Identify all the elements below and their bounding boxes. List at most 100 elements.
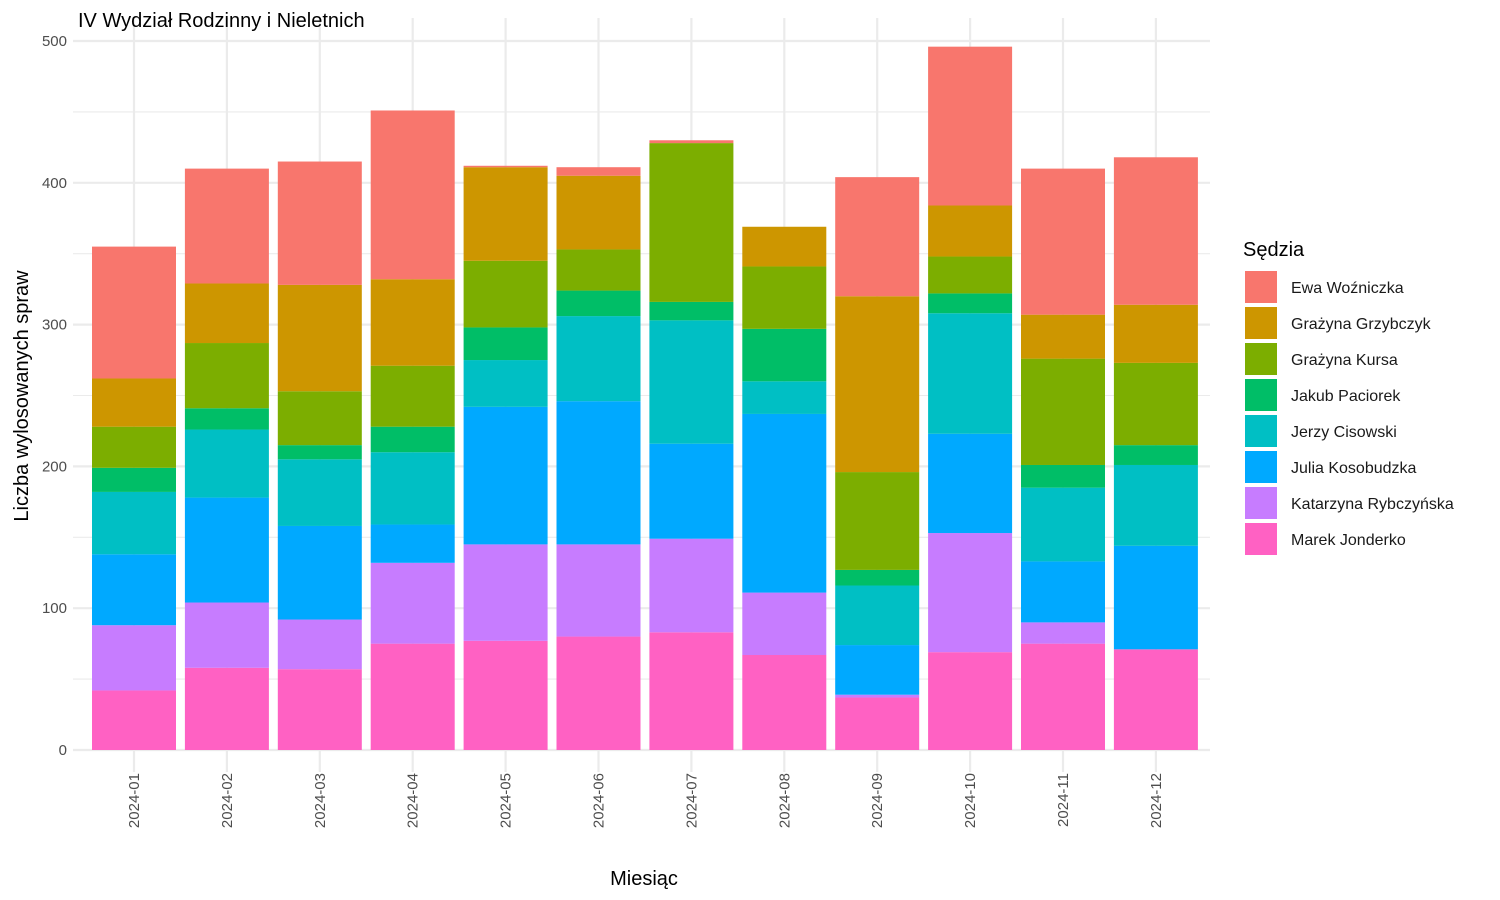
bar-segment xyxy=(184,168,269,284)
bar-segment xyxy=(556,316,641,402)
bar-segment xyxy=(370,426,455,453)
bar-segment xyxy=(742,266,827,329)
bar-segment xyxy=(463,167,548,261)
bar-segment xyxy=(649,140,734,144)
x-tick-label: 2024-12 xyxy=(1148,773,1165,828)
bar-segment xyxy=(184,667,269,750)
bar-segment xyxy=(928,533,1013,653)
bar-segment xyxy=(463,327,548,361)
legend-label: Katarzyna Rybczyńska xyxy=(1291,496,1454,513)
bar-segment xyxy=(742,413,827,593)
bar-segment xyxy=(556,175,641,250)
bar-segment xyxy=(370,365,455,427)
bar-segment xyxy=(742,328,827,382)
bar-segment xyxy=(184,497,269,603)
legend-title: Sędzia xyxy=(1243,239,1305,261)
bar-segment xyxy=(742,592,827,655)
bar-segment xyxy=(92,246,176,379)
bar-segment xyxy=(370,110,455,280)
legend-swatch xyxy=(1245,523,1277,555)
bar-segment xyxy=(184,408,269,430)
legend-swatch xyxy=(1245,343,1277,375)
bar-segment xyxy=(184,343,269,409)
bar-segment xyxy=(1021,487,1105,562)
bar-segment xyxy=(1021,314,1105,359)
bar-segment xyxy=(92,625,176,691)
bar-segment xyxy=(928,256,1013,294)
bar-segment xyxy=(556,636,641,750)
bar-segment xyxy=(463,544,548,641)
bar-segment xyxy=(370,562,455,644)
bar-segment xyxy=(556,167,641,176)
legend-swatch xyxy=(1245,379,1277,411)
x-tick-label: 2024-05 xyxy=(498,773,515,828)
x-tick-label: 2024-01 xyxy=(126,773,143,828)
bar-segment xyxy=(556,401,641,545)
bar-segment xyxy=(1113,464,1198,546)
bar-segment xyxy=(1021,358,1105,465)
bar-segment xyxy=(742,654,827,750)
bar-segment xyxy=(835,569,920,586)
bar-segment xyxy=(1113,157,1198,305)
bar-segment xyxy=(1113,304,1198,363)
x-tick-label: 2024-04 xyxy=(405,773,422,828)
legend-swatch xyxy=(1245,307,1277,339)
bar-segment xyxy=(742,226,827,267)
bar-segment xyxy=(277,459,362,526)
bar-segment xyxy=(370,279,455,366)
bar-segment xyxy=(92,554,176,626)
x-tick-label: 2024-09 xyxy=(869,773,886,828)
bar-segment xyxy=(928,313,1013,434)
bar-segment xyxy=(1113,545,1198,650)
bar-segment xyxy=(277,525,362,620)
bar-segment xyxy=(928,433,1013,534)
y-tick-label: 0 xyxy=(59,742,67,759)
bar-segment xyxy=(835,296,920,473)
x-axis-title: Miesiąc xyxy=(610,868,678,890)
bar-segment xyxy=(835,645,920,695)
bar-segment xyxy=(277,669,362,750)
legend: Sędzia Ewa Woźniczka Grażyna Grzybczyk Gra… xyxy=(1243,239,1454,555)
bar-segment xyxy=(277,284,362,392)
y-tick-label: 400 xyxy=(42,175,67,192)
bar-segment xyxy=(463,360,548,407)
bar-segment xyxy=(1021,168,1105,315)
legend-label: Jakub Paciorek xyxy=(1291,388,1401,405)
legend-label: Ewa Woźniczka xyxy=(1291,280,1404,297)
bar-segment xyxy=(92,491,176,555)
bar-segment xyxy=(463,165,548,168)
bar-segment xyxy=(277,391,362,446)
bar-segment xyxy=(742,381,827,414)
bars xyxy=(92,46,1198,750)
bar-segment xyxy=(649,632,734,750)
legend-label: Jerzy Cisowski xyxy=(1291,424,1397,441)
bar-segment xyxy=(184,429,269,498)
legend-swatch xyxy=(1245,487,1277,519)
bar-segment xyxy=(92,378,176,427)
bar-segment xyxy=(649,301,734,321)
y-axis-title: Liczba wylosowanych spraw xyxy=(11,270,33,522)
bar-segment xyxy=(556,249,641,291)
bar-segment xyxy=(92,426,176,468)
x-tick-label: 2024-03 xyxy=(312,773,329,828)
bar-segment xyxy=(463,640,548,750)
bar-segment xyxy=(184,602,269,668)
legend-label: Marek Jonderko xyxy=(1291,532,1406,549)
bar-segment xyxy=(928,46,1013,206)
bar-segment xyxy=(556,290,641,317)
bar-segment xyxy=(1113,445,1198,465)
bar-segment xyxy=(370,524,455,563)
x-tick-label: 2024-02 xyxy=(219,773,236,828)
bar-segment xyxy=(463,406,548,545)
bar-segment xyxy=(463,260,548,328)
bar-segment xyxy=(649,538,734,633)
bar-segment xyxy=(835,697,920,750)
bar-segment xyxy=(184,283,269,344)
bar-segment xyxy=(1021,643,1105,750)
x-tick-label: 2024-10 xyxy=(962,773,979,828)
legend-label: Grażyna Grzybczyk xyxy=(1291,316,1432,333)
bar-segment xyxy=(556,544,641,637)
legend-swatch xyxy=(1245,451,1277,483)
bar-segment xyxy=(277,619,362,670)
